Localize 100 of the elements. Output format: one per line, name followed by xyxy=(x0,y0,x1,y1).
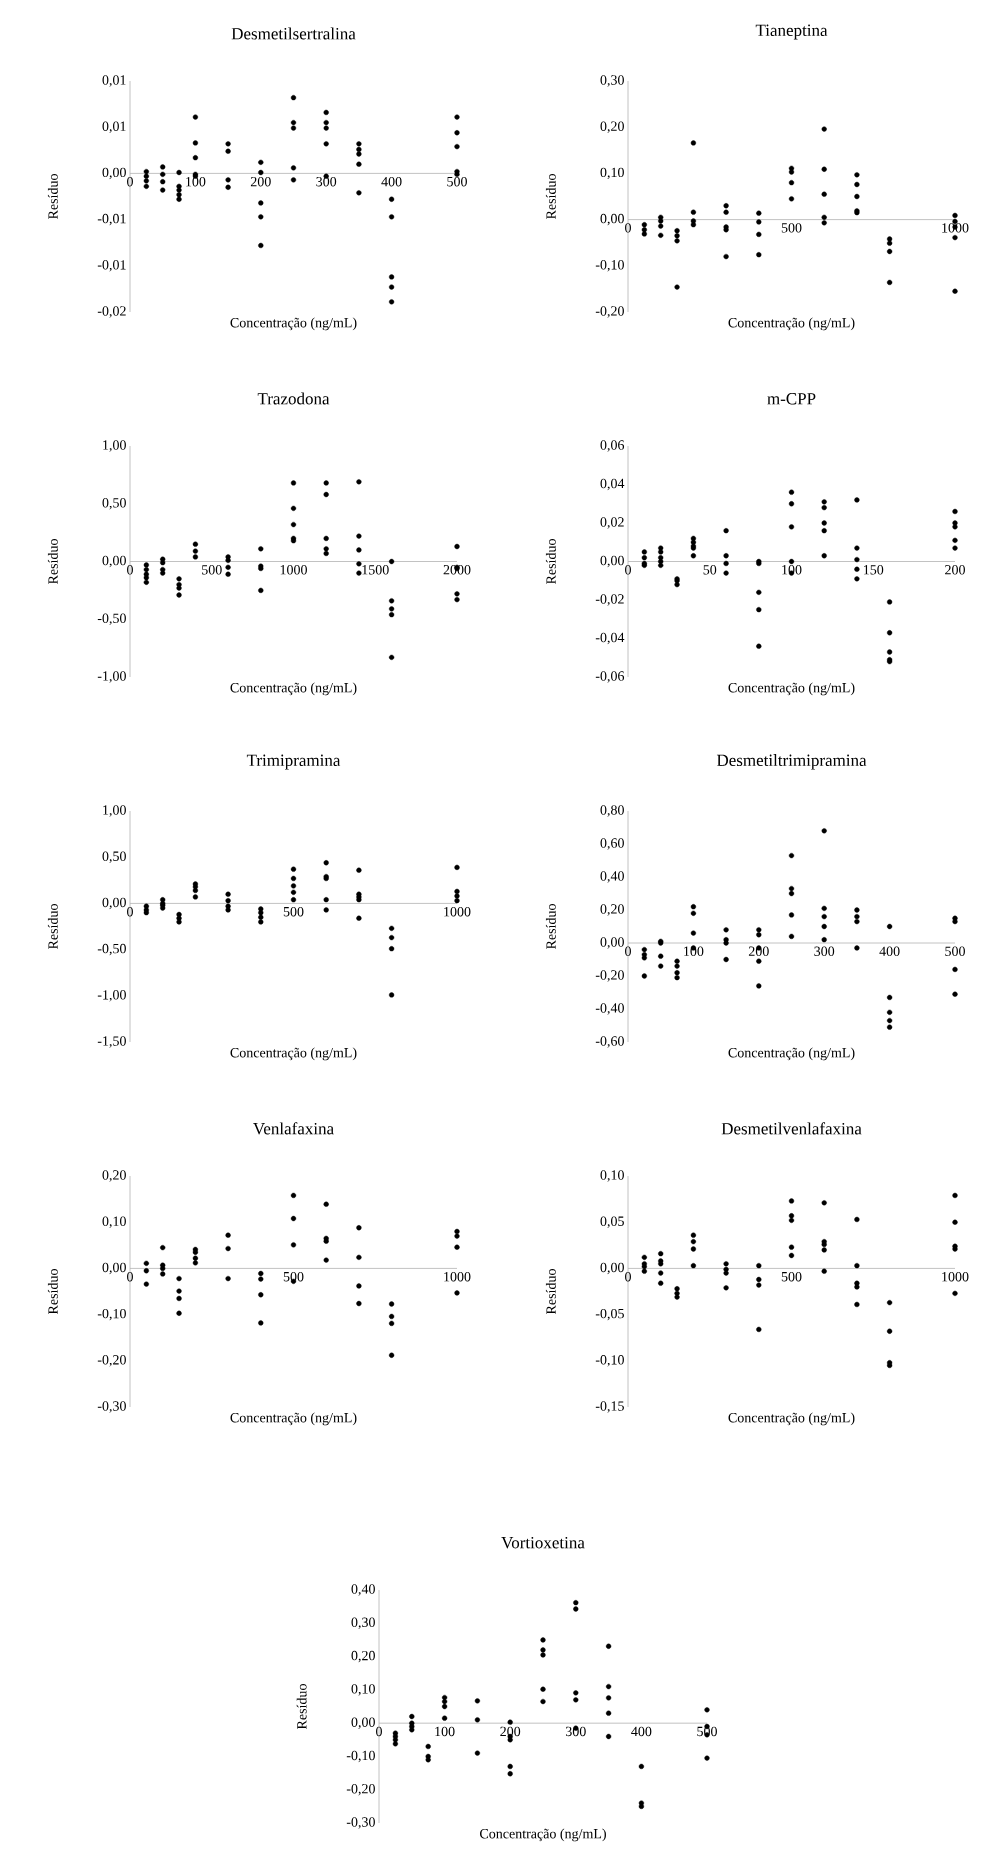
x-tick-label: 200 xyxy=(748,946,769,956)
y-tick-label: 1,00 xyxy=(103,805,126,817)
x-axis-title: Concentração (ng/mL) xyxy=(230,682,357,696)
y-tick-label: 0,10 xyxy=(600,1170,624,1182)
x-tick-label: 1000 xyxy=(942,1271,969,1282)
y-tick-label: 0,30 xyxy=(600,75,624,87)
chart-title: Tianeptina xyxy=(755,24,828,40)
x-tick-label: 500 xyxy=(781,223,802,233)
y-tick-label: 0,01 xyxy=(102,121,126,133)
x-tick-label: 50 xyxy=(703,565,717,575)
y-tick-label: 0,06 xyxy=(600,440,625,452)
x-tick-label: 300 xyxy=(316,176,337,187)
x-tick-label: 0 xyxy=(127,176,133,187)
y-tick-label: -0,40 xyxy=(595,1003,624,1015)
y-axis-title: Resíduo xyxy=(296,1684,307,1730)
y-tick-label: 0,80 xyxy=(600,805,624,817)
x-tick-label: 300 xyxy=(814,946,835,956)
y-tick-label: 0,00 xyxy=(600,213,624,226)
x-axis-title: Concentração (ng/mL) xyxy=(728,317,855,331)
y-tick-label: -0,02 xyxy=(97,306,126,318)
y-tick-label: -0,20 xyxy=(97,1355,126,1367)
y-tick-label: 1,00 xyxy=(103,440,126,452)
y-tick-label: -1,00 xyxy=(97,990,126,1002)
y-tick-label: 0,00 xyxy=(600,937,624,949)
x-tick-label: 400 xyxy=(631,1726,652,1737)
y-tick-label: -0,05 xyxy=(595,1308,624,1321)
x-tick-label: 0 xyxy=(127,1271,133,1282)
chart-title: m-CPP xyxy=(767,393,816,405)
y-axis-title: Resíduo xyxy=(47,904,58,950)
y-tick-label: -0,01 xyxy=(97,260,126,272)
chart-title: Trimipramina xyxy=(246,754,341,770)
x-axis-title: Concentração (ng/mL) xyxy=(230,1047,357,1061)
chart-title: Vortioxetina xyxy=(501,1536,585,1549)
y-tick-label: -0,10 xyxy=(346,1750,375,1763)
x-tick-label: 100 xyxy=(782,565,802,575)
y-tick-label: -1,50 xyxy=(97,1036,126,1048)
x-tick-label: 500 xyxy=(202,565,222,575)
y-tick-label: -1,00 xyxy=(97,671,126,683)
x-axis-title: Concentração (ng/mL) xyxy=(230,317,357,331)
y-tick-label: 0,10 xyxy=(600,167,624,180)
x-tick-label: 150 xyxy=(863,565,884,575)
y-tick-label: 0,20 xyxy=(600,904,624,916)
y-tick-label: 0,00 xyxy=(102,167,126,180)
y-tick-label: 0,20 xyxy=(102,1170,126,1182)
x-tick-label: 1000 xyxy=(444,1271,471,1282)
chart-title: Desmetilsertralina xyxy=(231,27,356,40)
y-tick-label: 0,02 xyxy=(600,517,624,529)
y-tick-label: -0,50 xyxy=(97,613,126,625)
x-axis-title: Concentração (ng/mL) xyxy=(728,682,855,696)
y-tick-label: -0,15 xyxy=(595,1401,624,1413)
y-tick-label: -0,20 xyxy=(595,970,624,982)
chart-title: Venlafaxina xyxy=(253,1122,334,1135)
y-tick-label: 0,20 xyxy=(600,121,624,133)
y-tick-label: -0,10 xyxy=(595,1355,624,1367)
y-axis-title: Resíduo xyxy=(47,539,58,585)
x-tick-label: 200 xyxy=(250,176,271,187)
y-tick-label: 0,00 xyxy=(600,1262,624,1275)
y-tick-label: -0,06 xyxy=(595,671,625,683)
y-tick-label: 0,50 xyxy=(102,498,126,510)
y-tick-label: 0,01 xyxy=(102,75,126,87)
y-tick-label: -0,04 xyxy=(595,632,625,645)
y-axis-title: Resíduo xyxy=(545,174,556,220)
x-tick-label: 1000 xyxy=(280,565,307,575)
y-tick-label: 0,20 xyxy=(351,1650,375,1663)
chart-title: Trazodona xyxy=(257,392,330,405)
x-axis-title: Concentração (ng/mL) xyxy=(728,1412,855,1426)
y-axis-title: Resíduo xyxy=(545,904,556,950)
y-tick-label: -0,02 xyxy=(595,594,624,606)
x-tick-label: 0 xyxy=(625,565,631,575)
y-tick-label: -0,10 xyxy=(97,1308,126,1321)
y-tick-label: -0,50 xyxy=(97,943,126,956)
y-tick-label: 0,30 xyxy=(351,1617,375,1630)
y-tick-label: -0,60 xyxy=(595,1036,624,1048)
y-axis-title: Resíduo xyxy=(545,539,556,585)
y-tick-label: -0,20 xyxy=(346,1784,375,1796)
x-axis-title: Concentração (ng/mL) xyxy=(480,1828,606,1842)
x-tick-label: 0 xyxy=(127,565,133,575)
y-tick-label: 0,00 xyxy=(351,1717,375,1729)
y-tick-label: -0,30 xyxy=(346,1817,375,1829)
x-tick-label: 0 xyxy=(625,223,631,233)
y-tick-label: 0,10 xyxy=(351,1684,375,1696)
x-tick-label: 0 xyxy=(376,1726,382,1737)
x-tick-label: 500 xyxy=(945,946,965,956)
y-axis-title: Resíduo xyxy=(545,1269,556,1315)
x-axis-title: Concentração (ng/mL) xyxy=(728,1047,855,1061)
y-axis-title: Resíduo xyxy=(47,174,58,220)
y-tick-label: 0,40 xyxy=(600,871,624,883)
x-axis-title: Concentração (ng/mL) xyxy=(230,1412,357,1426)
x-tick-label: 0 xyxy=(625,1271,631,1282)
y-tick-label: -0,10 xyxy=(595,260,624,272)
y-axis-title: Resíduo xyxy=(47,1269,58,1315)
chart-title: Desmetilvenlafaxina xyxy=(721,1122,862,1135)
y-tick-label: 0,05 xyxy=(600,1216,624,1228)
x-tick-label: 500 xyxy=(781,1271,802,1282)
x-tick-label: 400 xyxy=(381,176,402,187)
y-tick-label: 0,10 xyxy=(102,1216,126,1228)
y-tick-label: 0,50 xyxy=(102,851,126,863)
y-tick-label: 0,40 xyxy=(351,1584,375,1596)
y-tick-label: 0,60 xyxy=(600,838,624,850)
x-tick-label: 500 xyxy=(283,906,304,917)
